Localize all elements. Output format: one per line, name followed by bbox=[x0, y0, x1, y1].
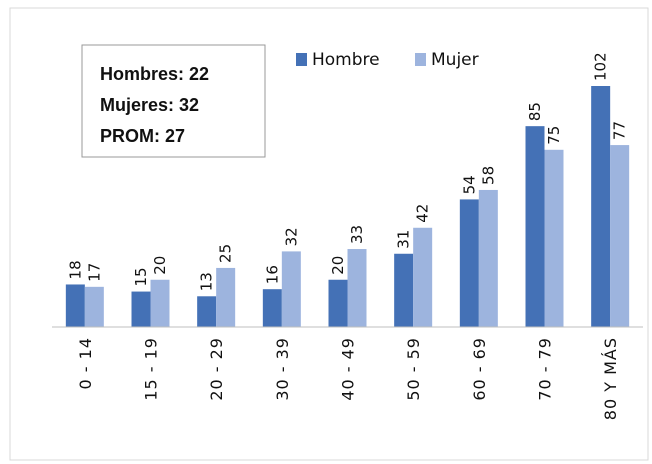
legend-label: Hombre bbox=[312, 50, 380, 70]
legend-swatch bbox=[415, 53, 426, 66]
annotation: Mujeres: 32 bbox=[100, 95, 199, 115]
data-label: 15 bbox=[132, 267, 150, 286]
bar bbox=[281, 251, 301, 327]
bar bbox=[131, 291, 151, 327]
bar bbox=[459, 199, 479, 327]
x-tick-label: 20 - 29 bbox=[207, 337, 226, 401]
bar bbox=[544, 149, 564, 327]
x-tick-label: 15 - 19 bbox=[142, 337, 161, 401]
bar bbox=[84, 286, 104, 327]
data-label: 25 bbox=[217, 244, 235, 263]
annotation: Hombres: 22 bbox=[100, 64, 209, 84]
data-label: 18 bbox=[66, 260, 84, 279]
x-tick-label: 50 - 59 bbox=[404, 337, 423, 401]
bar bbox=[150, 279, 170, 327]
x-tick-label: 80 Y MÁS bbox=[601, 337, 620, 420]
x-tick-label: 70 - 79 bbox=[536, 337, 555, 401]
x-tick-label: 30 - 39 bbox=[273, 337, 292, 401]
data-label: 32 bbox=[282, 227, 300, 246]
data-label: 13 bbox=[198, 272, 216, 291]
bar bbox=[525, 126, 545, 328]
data-label: 58 bbox=[479, 166, 497, 185]
bar bbox=[328, 279, 348, 327]
x-tick-label: 60 - 69 bbox=[470, 337, 489, 401]
bar bbox=[394, 253, 414, 327]
bar bbox=[591, 86, 611, 327]
x-tick-label: 40 - 49 bbox=[339, 337, 358, 401]
data-label: 54 bbox=[460, 175, 478, 194]
data-label: 17 bbox=[85, 263, 103, 282]
bar bbox=[262, 289, 282, 327]
data-label: 77 bbox=[611, 121, 629, 140]
bar bbox=[347, 249, 367, 327]
annotation-box bbox=[81, 44, 266, 158]
bar bbox=[413, 227, 433, 327]
data-label: 85 bbox=[526, 102, 544, 121]
data-label: 20 bbox=[329, 256, 347, 275]
bar bbox=[610, 145, 630, 327]
data-label: 42 bbox=[414, 204, 432, 223]
data-label: 102 bbox=[592, 52, 610, 81]
annotation: PROM: 27 bbox=[100, 126, 185, 146]
bar bbox=[65, 284, 85, 327]
bar bbox=[478, 189, 498, 327]
data-label: 20 bbox=[151, 256, 169, 275]
data-label: 31 bbox=[395, 230, 413, 249]
legend-label: Mujer bbox=[431, 50, 479, 70]
data-label: 75 bbox=[545, 126, 563, 145]
x-tick-label: 0 - 14 bbox=[76, 337, 95, 389]
bar bbox=[216, 267, 236, 327]
data-label: 33 bbox=[348, 225, 366, 244]
data-label: 16 bbox=[263, 265, 281, 284]
bar bbox=[197, 296, 217, 327]
legend-swatch bbox=[296, 53, 307, 66]
